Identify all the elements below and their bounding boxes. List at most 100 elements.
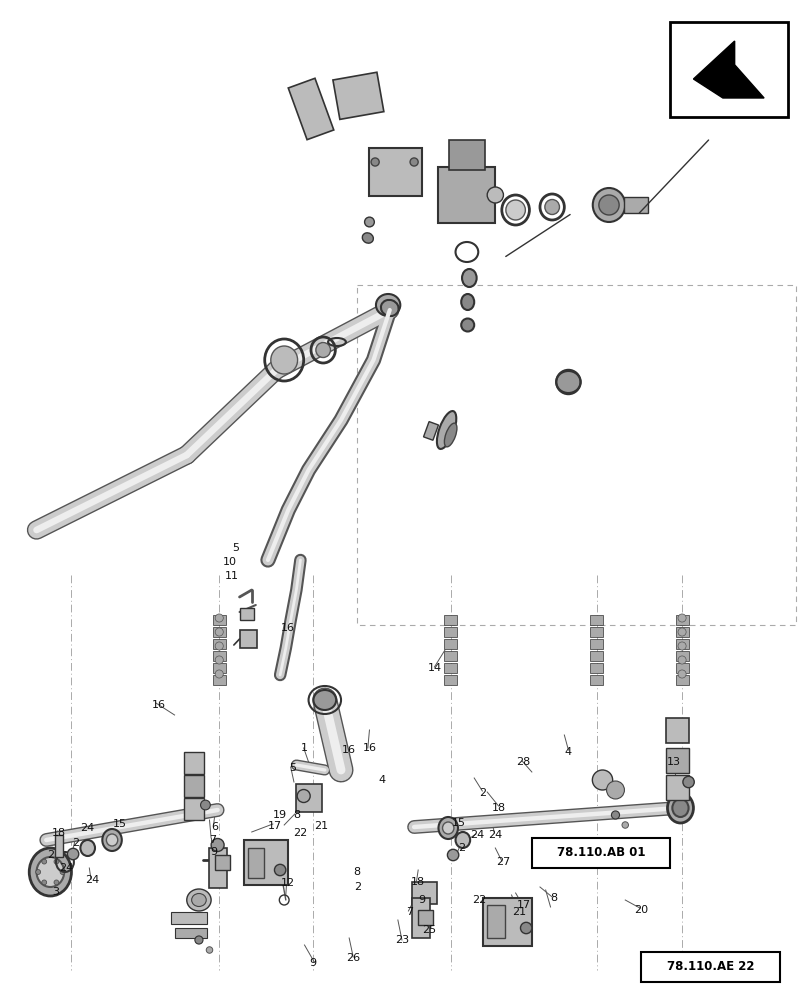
Polygon shape <box>693 41 763 98</box>
Text: 26: 26 <box>345 953 360 963</box>
Circle shape <box>54 859 58 864</box>
Circle shape <box>677 670 685 678</box>
Circle shape <box>677 614 685 622</box>
Bar <box>212 675 225 685</box>
Bar <box>55 835 63 857</box>
Text: 25: 25 <box>421 925 436 935</box>
Bar <box>333 72 384 119</box>
Text: 7: 7 <box>209 835 216 845</box>
Bar <box>183 752 204 774</box>
Bar <box>444 651 457 661</box>
Ellipse shape <box>444 423 457 447</box>
Text: 9: 9 <box>418 895 425 905</box>
Text: 4: 4 <box>564 747 571 757</box>
Bar <box>665 748 688 773</box>
Bar <box>444 627 457 637</box>
Circle shape <box>410 158 418 166</box>
Bar <box>412 898 430 938</box>
Circle shape <box>195 936 203 944</box>
Text: 23: 23 <box>394 935 409 945</box>
Bar <box>623 197 647 213</box>
Circle shape <box>677 642 685 650</box>
Text: 78.110.AE 22: 78.110.AE 22 <box>666 960 753 974</box>
Ellipse shape <box>380 300 398 316</box>
Bar <box>675 615 688 625</box>
Bar <box>675 651 688 661</box>
Circle shape <box>42 880 47 885</box>
Text: 22: 22 <box>293 828 307 838</box>
Bar <box>665 718 688 743</box>
Ellipse shape <box>187 889 211 911</box>
Circle shape <box>215 642 223 650</box>
Bar <box>444 639 457 649</box>
Ellipse shape <box>270 346 297 374</box>
Text: 19: 19 <box>272 810 287 820</box>
Text: 24: 24 <box>80 823 95 833</box>
Ellipse shape <box>315 342 330 358</box>
Bar <box>412 882 436 904</box>
Circle shape <box>41 859 46 864</box>
Ellipse shape <box>102 829 122 851</box>
Ellipse shape <box>106 834 118 846</box>
Circle shape <box>378 295 397 315</box>
Bar <box>369 148 422 196</box>
Text: 10: 10 <box>222 557 237 567</box>
Ellipse shape <box>461 294 474 310</box>
Ellipse shape <box>36 857 64 887</box>
Ellipse shape <box>455 832 470 848</box>
Circle shape <box>682 776 693 788</box>
Text: 18: 18 <box>51 828 66 838</box>
Bar <box>212 615 225 625</box>
Bar <box>418 910 432 925</box>
Text: 5: 5 <box>289 763 295 773</box>
Bar <box>212 663 225 673</box>
Ellipse shape <box>313 690 336 710</box>
Text: 2: 2 <box>457 843 464 853</box>
Text: 78.110.AB 01: 78.110.AB 01 <box>556 846 644 859</box>
Bar <box>423 422 438 440</box>
Circle shape <box>461 319 474 331</box>
Circle shape <box>447 849 458 861</box>
Ellipse shape <box>599 195 618 215</box>
Circle shape <box>297 790 310 802</box>
Text: 24: 24 <box>59 863 74 873</box>
Circle shape <box>556 370 580 394</box>
Text: 2: 2 <box>354 882 360 892</box>
Circle shape <box>621 822 628 828</box>
Ellipse shape <box>672 799 688 817</box>
Text: 17: 17 <box>267 821 281 831</box>
Bar <box>212 651 225 661</box>
Ellipse shape <box>438 817 457 839</box>
Text: 22: 22 <box>471 895 486 905</box>
Text: 27: 27 <box>496 857 510 867</box>
Ellipse shape <box>544 200 559 215</box>
Text: 16: 16 <box>281 623 295 633</box>
Ellipse shape <box>375 294 400 316</box>
Bar <box>212 639 225 649</box>
Bar <box>288 78 333 140</box>
Bar <box>239 608 254 620</box>
Circle shape <box>274 864 285 876</box>
Circle shape <box>677 628 685 636</box>
Text: 12: 12 <box>281 878 295 888</box>
Text: 18: 18 <box>491 803 506 813</box>
Bar <box>212 627 225 637</box>
Bar <box>239 630 257 648</box>
Circle shape <box>215 628 223 636</box>
Text: 3: 3 <box>52 887 58 897</box>
Bar <box>590 615 603 625</box>
Bar <box>183 775 204 797</box>
Bar <box>444 615 457 625</box>
Text: 2: 2 <box>72 838 79 848</box>
Ellipse shape <box>29 848 71 896</box>
Ellipse shape <box>591 770 611 790</box>
Ellipse shape <box>667 793 693 823</box>
Circle shape <box>67 848 79 860</box>
Text: 9: 9 <box>309 958 315 968</box>
Circle shape <box>364 217 374 227</box>
Ellipse shape <box>592 188 624 222</box>
Bar <box>675 675 688 685</box>
Bar <box>669 22 787 117</box>
Text: 28: 28 <box>516 757 530 767</box>
Bar <box>448 140 484 170</box>
